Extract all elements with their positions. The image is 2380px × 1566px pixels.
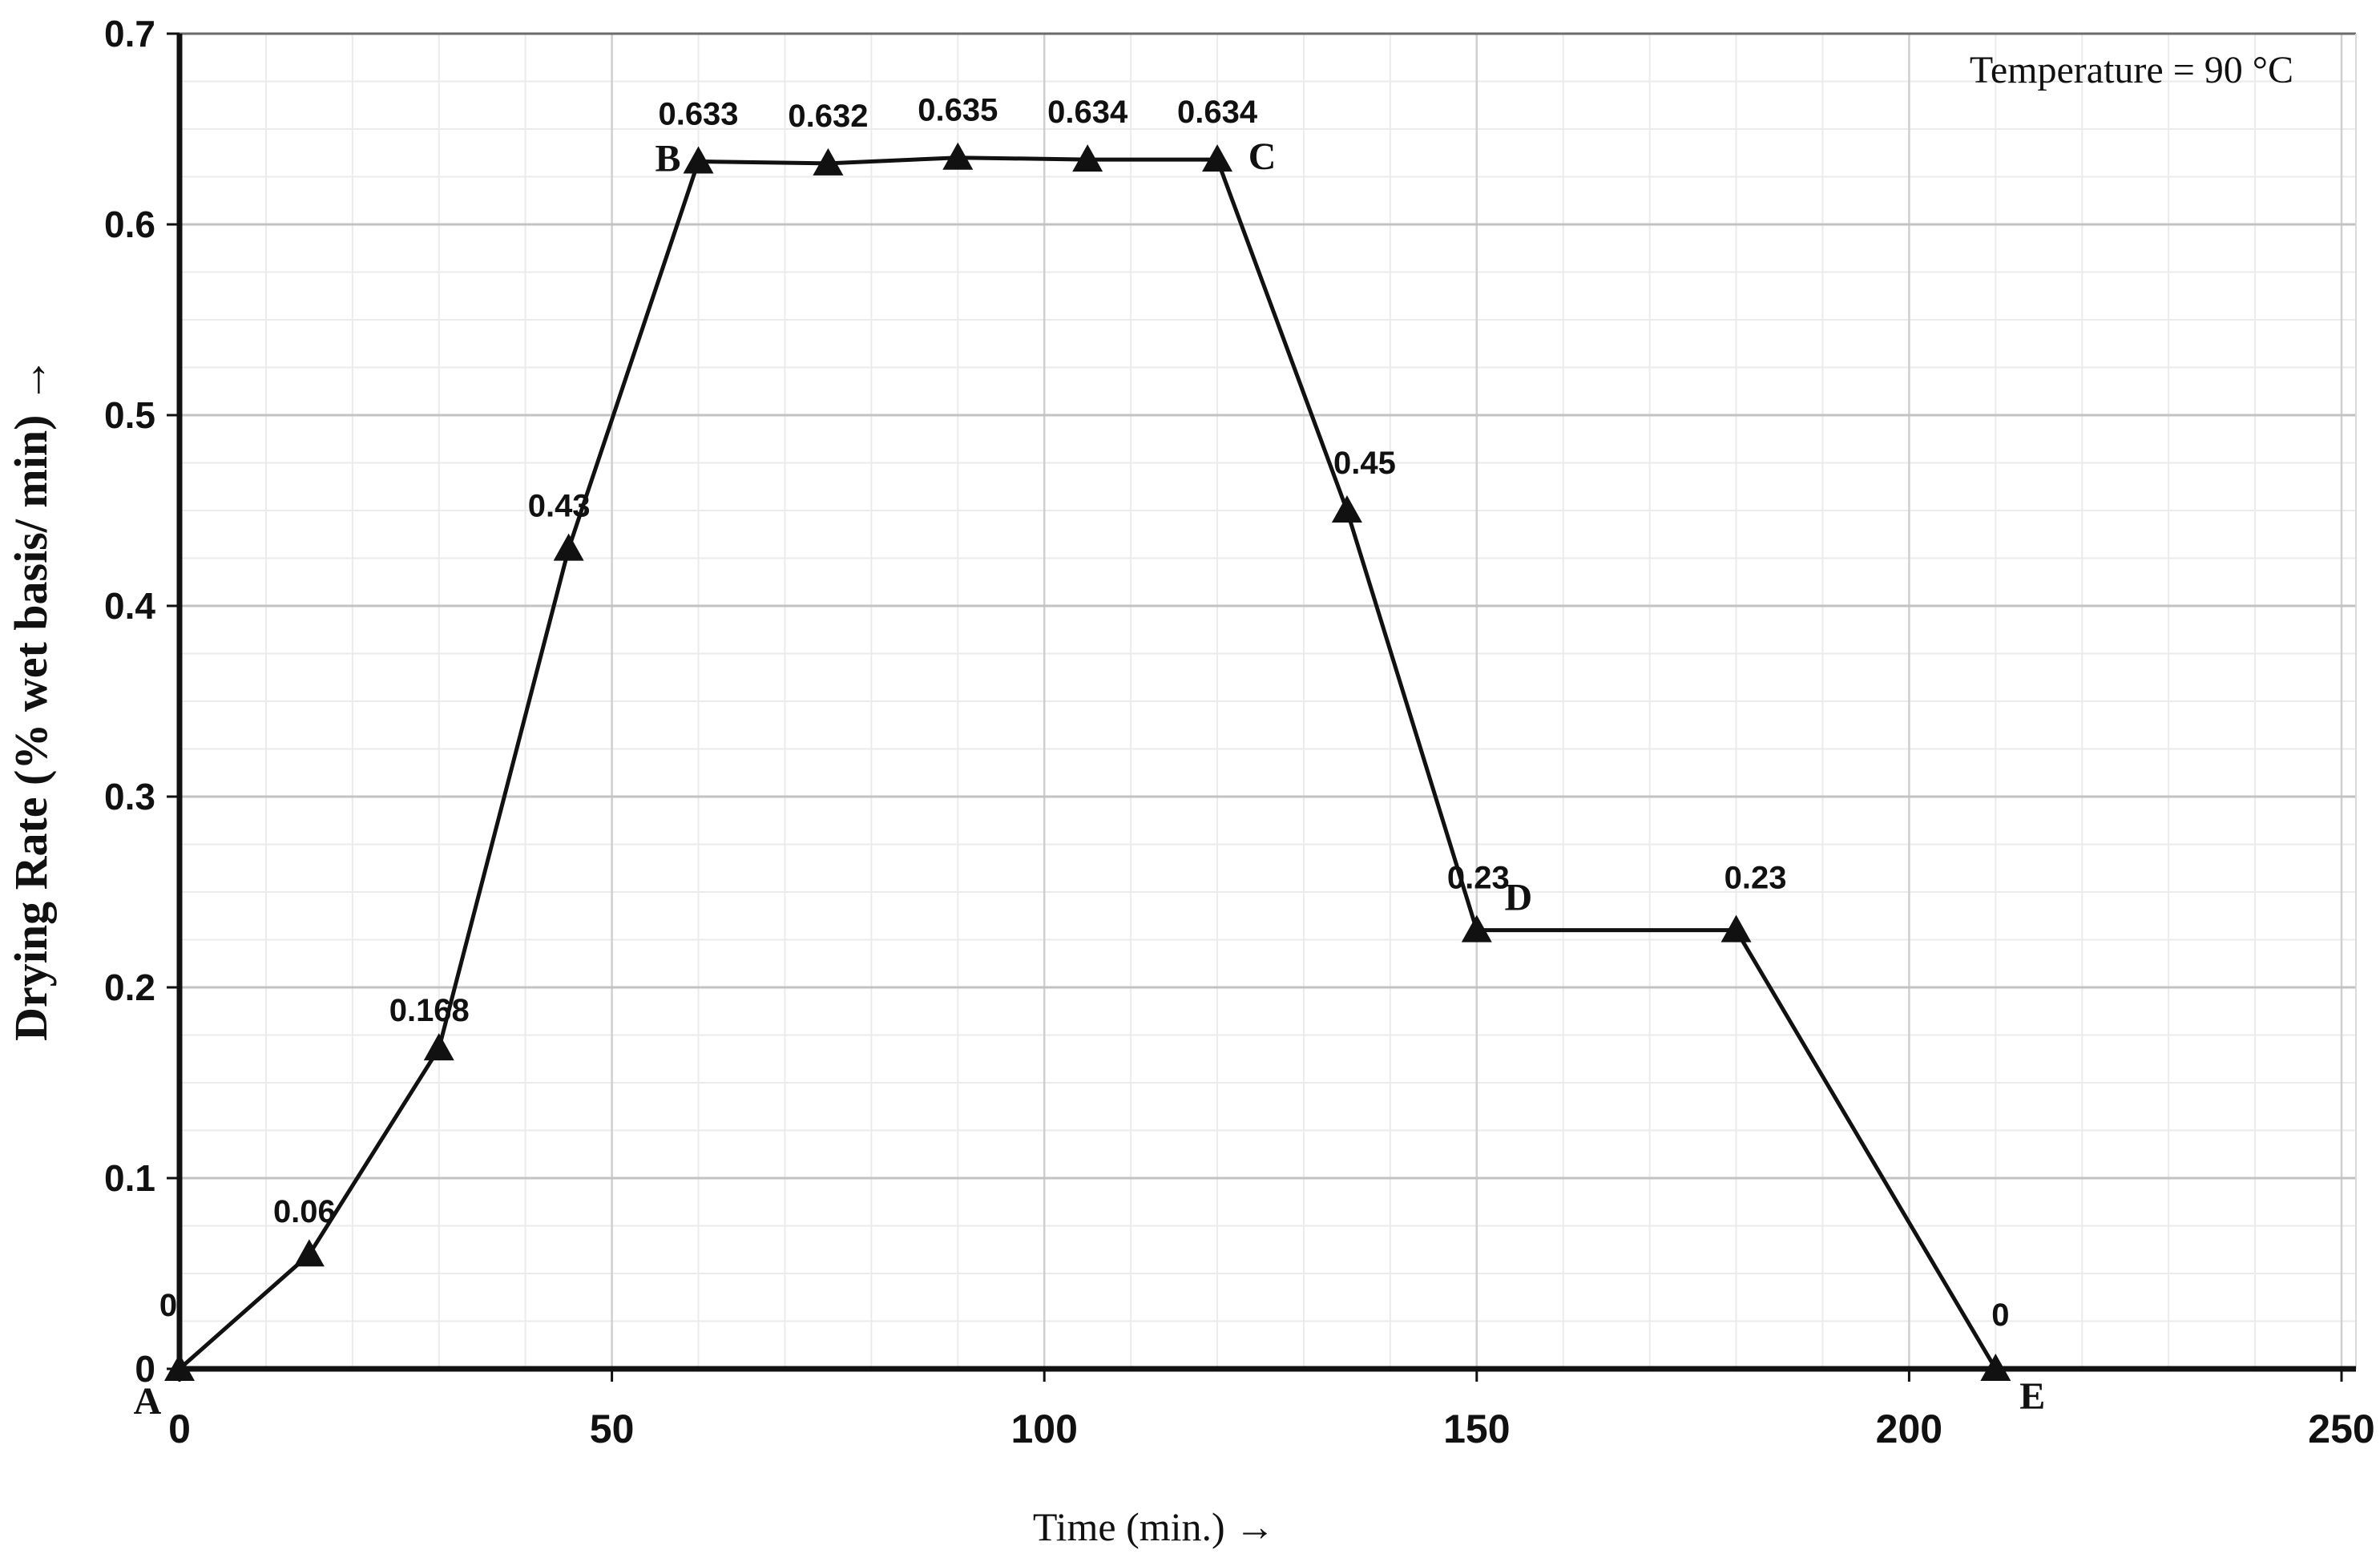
series-line [178,155,1998,1370]
temperature-annotation: Temperature = 90 °C [1970,49,2293,91]
data-point-marker [942,142,974,170]
data-point-label: 0 [159,1288,177,1323]
x-tick-label: 200 [1876,1407,1942,1451]
data-point-label: 0.168 [389,993,470,1028]
data-point-marker [1980,1354,2011,1381]
data-point-label: 0.634 [1177,95,1258,130]
x-tick-label: 50 [590,1407,635,1451]
axis-layer: 0 0.1 0.2 0.3 0.4 0.5 0.6 0.7 0 50 100 150 200 250 [104,13,2375,1451]
data-point-marker [423,1033,454,1061]
data-point-label: 0.23 [1447,861,1510,896]
data-point-label: 0.633 [658,96,738,131]
y-axis-title: Drying Rate (% wet basis/ min) → [5,357,57,1041]
data-point-marker [164,1354,195,1381]
point-letter-e: E [2019,1375,2045,1418]
x-tick-label: 0 [168,1407,191,1451]
data-point-label: 0.635 [918,93,998,128]
y-tick-label: 0 [135,1348,155,1390]
data-point-marker [293,1239,325,1267]
point-letter-b: B [656,137,681,180]
x-tick-label: 250 [2308,1407,2374,1451]
point-letter-a: A [134,1380,162,1423]
data-point-label: 0.43 [528,489,591,524]
data-point-label: 0.23 [1724,861,1787,896]
data-point-marker [813,147,844,176]
y-tick-label: 0.5 [104,394,155,436]
data-point-marker [683,146,714,174]
y-tick-label: 0.6 [104,204,155,245]
data-point-marker [1720,914,1752,942]
y-tick-label: 0.3 [104,776,155,817]
point-letter-d: D [1504,877,1532,919]
x-tick-label: 100 [1010,1407,1077,1451]
y-tick-label: 0.4 [104,585,155,627]
data-point-marker [1461,914,1492,942]
data-point-label: 0.634 [1047,95,1128,130]
point-letter-c: C [1248,135,1277,178]
y-tick-label: 0.7 [104,13,155,54]
x-axis-title: Time (min.) → [1033,1504,1275,1549]
grid-layer [180,32,2357,1369]
data-point-marker [1331,495,1362,523]
data-point-marker [1202,144,1233,172]
data-point-label: 0.632 [788,99,868,134]
label-layer: 0 0.06 0.168 0.43 0.633 0.632 0.635 0.634 0.634 0… [134,93,2046,1423]
data-point-label: 0 [1991,1298,2009,1333]
data-point-label: 0.45 [1333,446,1396,481]
x-tick-label: 150 [1443,1407,1510,1451]
data-point-marker [553,533,584,561]
series-layer [164,142,2011,1381]
y-tick-label: 0.2 [104,967,155,1008]
data-point-label: 0.06 [273,1194,336,1229]
y-tick-label: 0.1 [104,1157,155,1199]
data-point-marker [1072,144,1103,172]
